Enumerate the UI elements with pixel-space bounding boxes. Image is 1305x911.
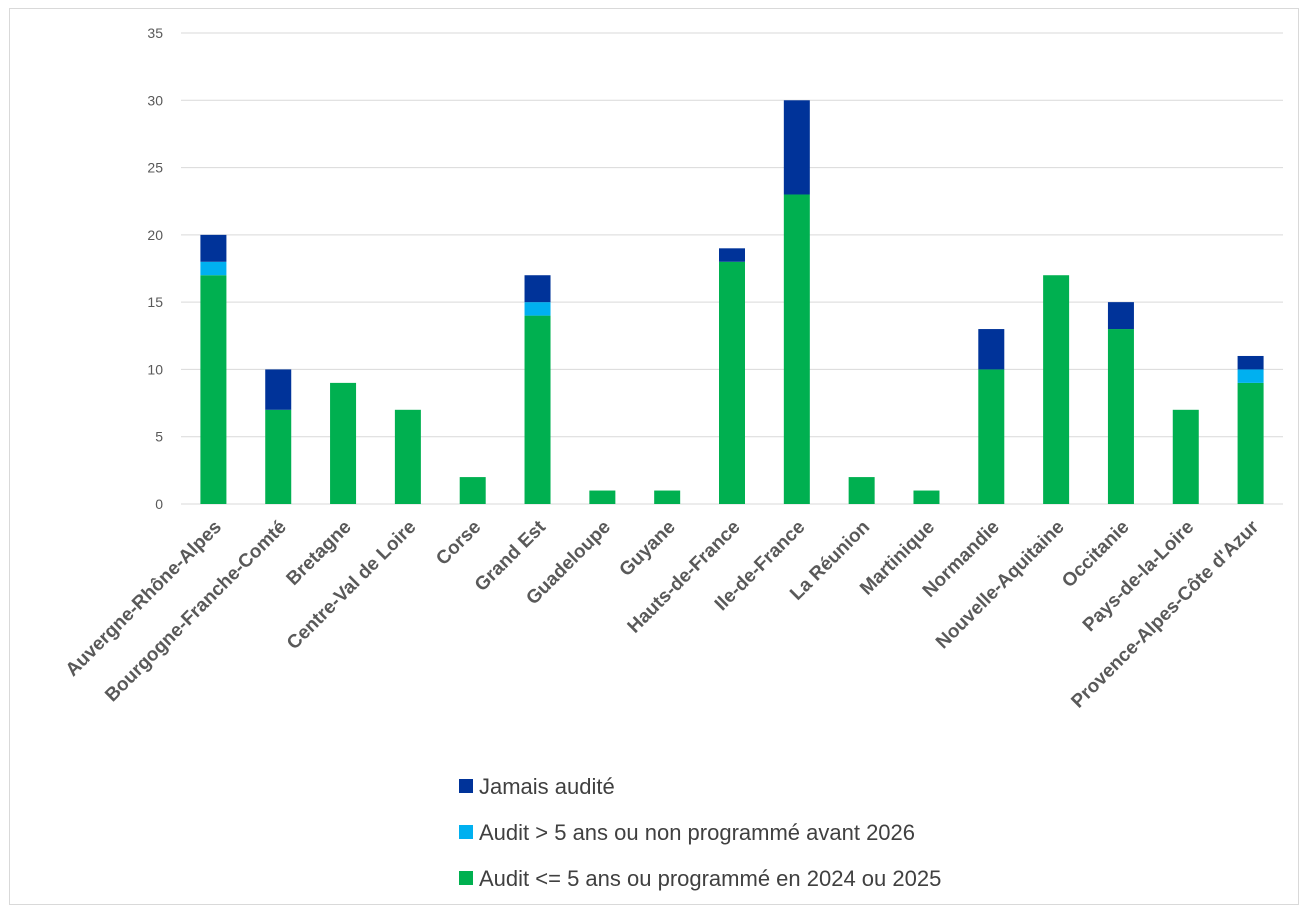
bar-segment: [978, 369, 1005, 504]
x-tick-label: Guyane: [616, 517, 680, 581]
legend-swatch: [459, 825, 473, 839]
x-tick-label: Hauts-de-France: [624, 517, 745, 638]
bar-segment: [783, 194, 810, 504]
bar-segment: [1172, 409, 1199, 504]
legend-swatch: [459, 779, 473, 793]
bar-segment: [589, 490, 616, 504]
y-tick-label: 25: [147, 160, 163, 176]
x-tick-label: Pays-de-la-Loire: [1079, 517, 1198, 636]
bar-segment: [200, 234, 227, 262]
y-tick-label: 5: [155, 429, 163, 445]
bar-segment: [200, 275, 227, 504]
bar-segment: [265, 369, 292, 410]
bar-segment: [1107, 329, 1134, 504]
bar-segment: [524, 302, 551, 316]
bar-segment: [1107, 302, 1134, 330]
y-tick-label: 20: [147, 227, 163, 243]
bar-segment: [524, 315, 551, 504]
x-tick-label: Corse: [432, 517, 485, 570]
bar-segment: [719, 261, 745, 504]
y-tick-label: 0: [155, 496, 163, 512]
legend-label: Audit > 5 ans ou non programmé avant 202…: [479, 820, 915, 845]
bar-segment: [265, 409, 292, 504]
bar-segment: [719, 248, 745, 262]
legend-swatch: [459, 871, 473, 885]
bar-segment: [1237, 382, 1264, 504]
x-tick-label: Nouvelle-Aquitaine: [932, 517, 1069, 654]
bar-segment: [783, 100, 810, 195]
y-tick-label: 30: [147, 92, 163, 108]
bar-segment: [978, 329, 1005, 370]
bar-segment: [913, 490, 940, 504]
legend-label: Audit <= 5 ans ou programmé en 2024 ou 2…: [479, 866, 941, 891]
y-tick-label: 35: [147, 25, 163, 41]
bar-segment: [848, 477, 875, 504]
bar-segment: [654, 490, 681, 504]
bar-segment: [330, 382, 357, 504]
bar-segment: [1237, 369, 1264, 383]
y-tick-label: 10: [147, 361, 163, 377]
bar-segment: [524, 275, 551, 303]
bar-segment: [459, 477, 486, 504]
legend-label: Jamais audité: [479, 774, 615, 799]
bar-segment: [1237, 355, 1264, 370]
bar-segment: [200, 261, 227, 276]
x-tick-label: Centre-Val de Loire: [283, 517, 420, 654]
bar-segment: [1043, 275, 1070, 504]
y-tick-label: 15: [147, 294, 163, 310]
bar-segment: [394, 409, 421, 504]
